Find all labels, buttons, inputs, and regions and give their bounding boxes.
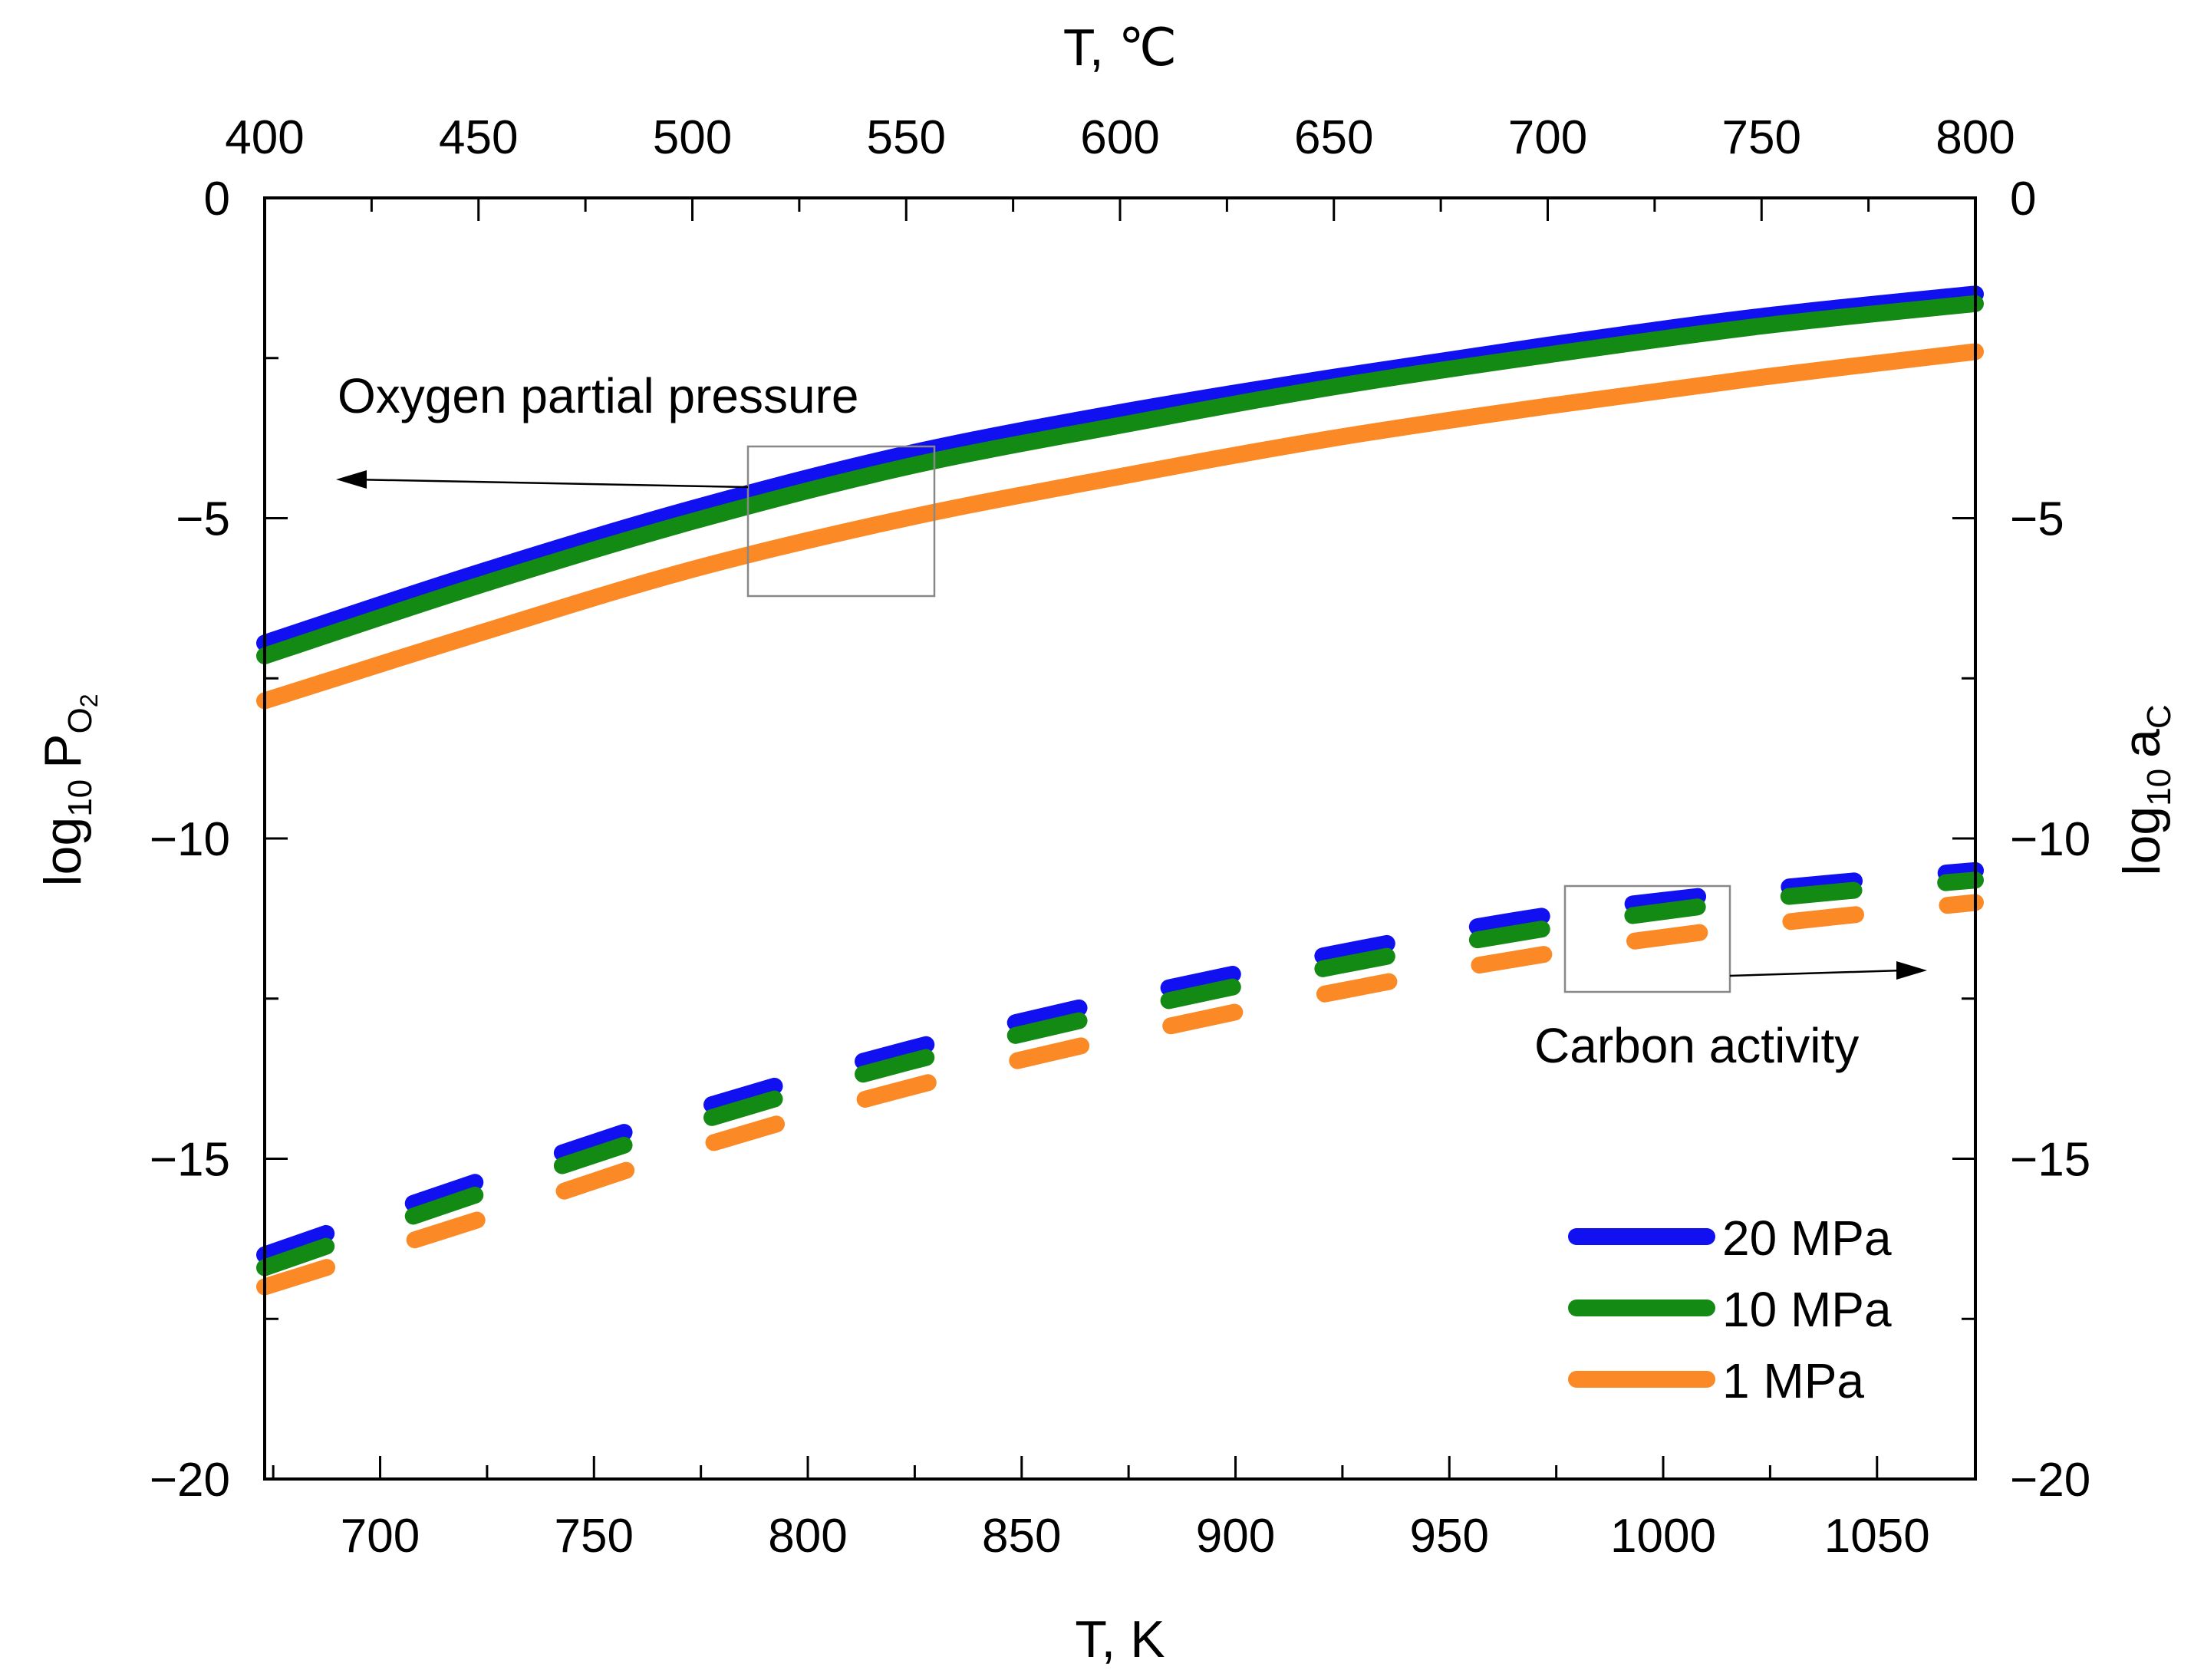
carbon-annotation-box — [1563, 884, 1731, 993]
x-top-tick-label: 400 — [225, 111, 304, 164]
series-carbon-10mpa — [256, 871, 1984, 1276]
x-top-tick-label: 650 — [1294, 111, 1373, 164]
series-oxygen-20mpa — [256, 285, 1984, 652]
legend-item-20mpa: 20 MPa — [1568, 1211, 1892, 1266]
x-top-tick-label: 600 — [1080, 111, 1159, 164]
y-right-tick-label: −10 — [2010, 813, 2090, 866]
carbon-annotation: Carbon activity — [1534, 884, 1927, 1073]
y-right-title-var: a — [2113, 729, 2171, 758]
y-left-title-log: log — [34, 817, 92, 887]
x-bottom-tick-label: 1000 — [1610, 1510, 1716, 1563]
y-right-axis-title: log10 aC — [2113, 704, 2178, 875]
y-left-title-sub: 10 — [61, 779, 99, 817]
y-left-title-var-subsub: 2 — [75, 693, 103, 707]
svg-text:log10aC: log10 aC — [2113, 704, 2178, 875]
x-bottom-tick-label: 950 — [1410, 1510, 1489, 1563]
series-carbon-20mpa — [256, 861, 1984, 1263]
x-top-tick-label: 750 — [1722, 111, 1801, 164]
y-left-tick-label: 0 — [204, 173, 230, 226]
x-top-tick-label: 700 — [1508, 111, 1587, 164]
y-left-tick-label: −20 — [150, 1454, 230, 1507]
oxygen-arrow-head — [336, 470, 367, 489]
series-carbon-1mpa — [256, 894, 1984, 1296]
legend-label-1mpa: 1 MPa — [1722, 1353, 1864, 1408]
y-right-title-sub: 10 — [2140, 769, 2178, 806]
y-left-title-var-sub: O — [61, 707, 99, 733]
tick-layer — [263, 196, 1977, 1481]
oxygen-annotation-label: Oxygen partial pressure — [338, 368, 858, 423]
series-oxygen-1mpa — [256, 343, 1984, 710]
legend: 20 MPa 10 MPa 1 MPa — [1568, 1211, 1892, 1408]
legend-item-10mpa: 10 MPa — [1568, 1282, 1892, 1337]
x-bottom-tick-label: 750 — [555, 1510, 634, 1563]
carbon-arrow-head — [1896, 961, 1927, 980]
carbon-annotation-label: Carbon activity — [1534, 1018, 1859, 1073]
y-right-tick-label: 0 — [2010, 173, 2036, 226]
x-bottom-tick-label: 850 — [982, 1510, 1061, 1563]
x-top-tick-label: 450 — [439, 111, 518, 164]
y-right-title-log: log — [2113, 806, 2171, 876]
x-top-tick-label: 550 — [867, 111, 946, 164]
y-left-tick-label: −15 — [150, 1134, 230, 1187]
oxygen-annotation-box — [746, 445, 936, 598]
x-bottom-tick-label: 1050 — [1824, 1510, 1930, 1563]
oxygen-annotation: Oxygen partial pressure — [336, 368, 936, 598]
legend-label-10mpa: 10 MPa — [1722, 1282, 1892, 1337]
x-top-axis-title: T, ℃ — [1063, 18, 1177, 77]
oxygen-annotation-arrow — [352, 478, 749, 489]
x-top-tick-label: 500 — [653, 111, 732, 164]
svg-text:log10PO2: log10 PO2 — [34, 693, 103, 886]
y-left-tick-label: −10 — [150, 813, 230, 866]
plot-frame — [263, 196, 1977, 1481]
legend-label-20mpa: 20 MPa — [1722, 1211, 1892, 1266]
y-right-title-var-sub: C — [2140, 704, 2178, 729]
series-layer — [256, 285, 1984, 1296]
x-bottom-tick-label: 900 — [1196, 1510, 1275, 1563]
y-right-tick-label: −5 — [2010, 493, 2064, 546]
x-bottom-tick-label: 700 — [341, 1510, 420, 1563]
y-right-tick-label: −15 — [2010, 1134, 2090, 1187]
carbon-annotation-arrow — [1729, 969, 1903, 977]
tick-label-layer: 700 750 800 850 900 950 1000 1050 400 450 500 550 60… — [150, 111, 2090, 1563]
x-bottom-tick-label: 800 — [768, 1510, 847, 1563]
y-left-tick-label: −5 — [176, 493, 230, 546]
x-bottom-axis-title: T, K — [1075, 1610, 1165, 1668]
y-left-title-var: P — [34, 733, 92, 768]
y-left-axis-title: log10 PO2 — [34, 693, 103, 886]
legend-item-1mpa: 1 MPa — [1568, 1353, 1864, 1408]
y-right-tick-label: −20 — [2010, 1454, 2090, 1507]
series-oxygen-10mpa — [256, 295, 1984, 664]
x-top-tick-label: 800 — [1936, 111, 2015, 164]
